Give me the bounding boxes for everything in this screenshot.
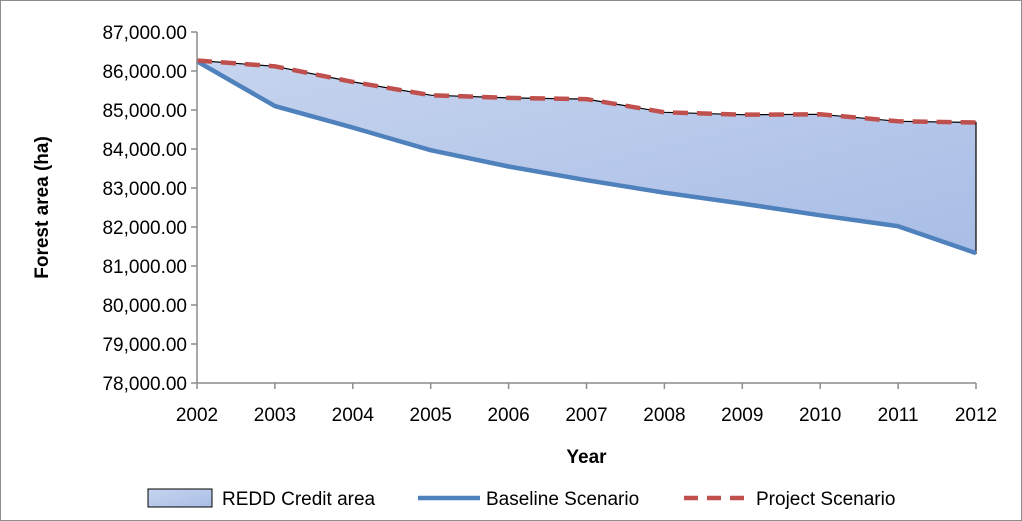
y-axis-title: Forest area (ha) <box>32 136 53 279</box>
x-tick-label: 2012 <box>955 405 997 426</box>
legend-label-project-scenario: Project Scenario <box>756 489 895 510</box>
y-tick-label: 80,000.00 <box>102 296 187 317</box>
legend-swatch-redd-credit-area <box>147 488 213 508</box>
y-tick-label: 84,000.00 <box>102 140 187 161</box>
legend-label-baseline-scenario: Baseline Scenario <box>486 489 639 510</box>
baseline-scenario-line <box>195 59 977 256</box>
x-tick-label: 2009 <box>721 405 763 426</box>
x-axis-ticks: 2002 2003 2004 2005 2006 2007 2008 2009 2010 2011… <box>176 383 997 426</box>
y-tick-label: 86,000.00 <box>102 62 187 83</box>
redd-credit-area <box>196 59 977 254</box>
series-lines-layer <box>195 58 977 256</box>
x-tick-label: 2004 <box>332 405 375 426</box>
x-tick-label: 2005 <box>410 405 452 426</box>
x-tick-label: 2010 <box>799 405 841 426</box>
y-tick-label: 82,000.00 <box>102 218 187 239</box>
legend-label-redd-credit-area: REDD Credit area <box>222 489 376 510</box>
y-tick-label: 85,000.00 <box>102 101 187 122</box>
y-tick-label: 87,000.00 <box>102 23 187 44</box>
x-tick-label: 2003 <box>254 405 296 426</box>
x-tick-label: 2002 <box>176 405 218 426</box>
redd-credit-area-layer <box>196 59 977 254</box>
x-tick-label: 2008 <box>643 405 685 426</box>
x-tick-label: 2007 <box>565 405 607 426</box>
project-scenario-line <box>196 58 977 125</box>
y-tick-label: 79,000.00 <box>102 335 187 356</box>
x-tick-label: 2011 <box>878 405 919 426</box>
y-tick-label: 83,000.00 <box>102 179 187 200</box>
y-tick-label: 78,000.00 <box>102 374 187 395</box>
x-tick-label: 2006 <box>487 405 529 426</box>
y-tick-label: 81,000.00 <box>102 257 187 278</box>
y-axis-ticks: 78,000.00 79,000.00 80,000.00 81,000.00 82,0… <box>102 23 197 395</box>
x-axis-title: Year <box>566 447 607 468</box>
legend: REDD Credit area Baseline Scenario Proje… <box>147 488 895 510</box>
